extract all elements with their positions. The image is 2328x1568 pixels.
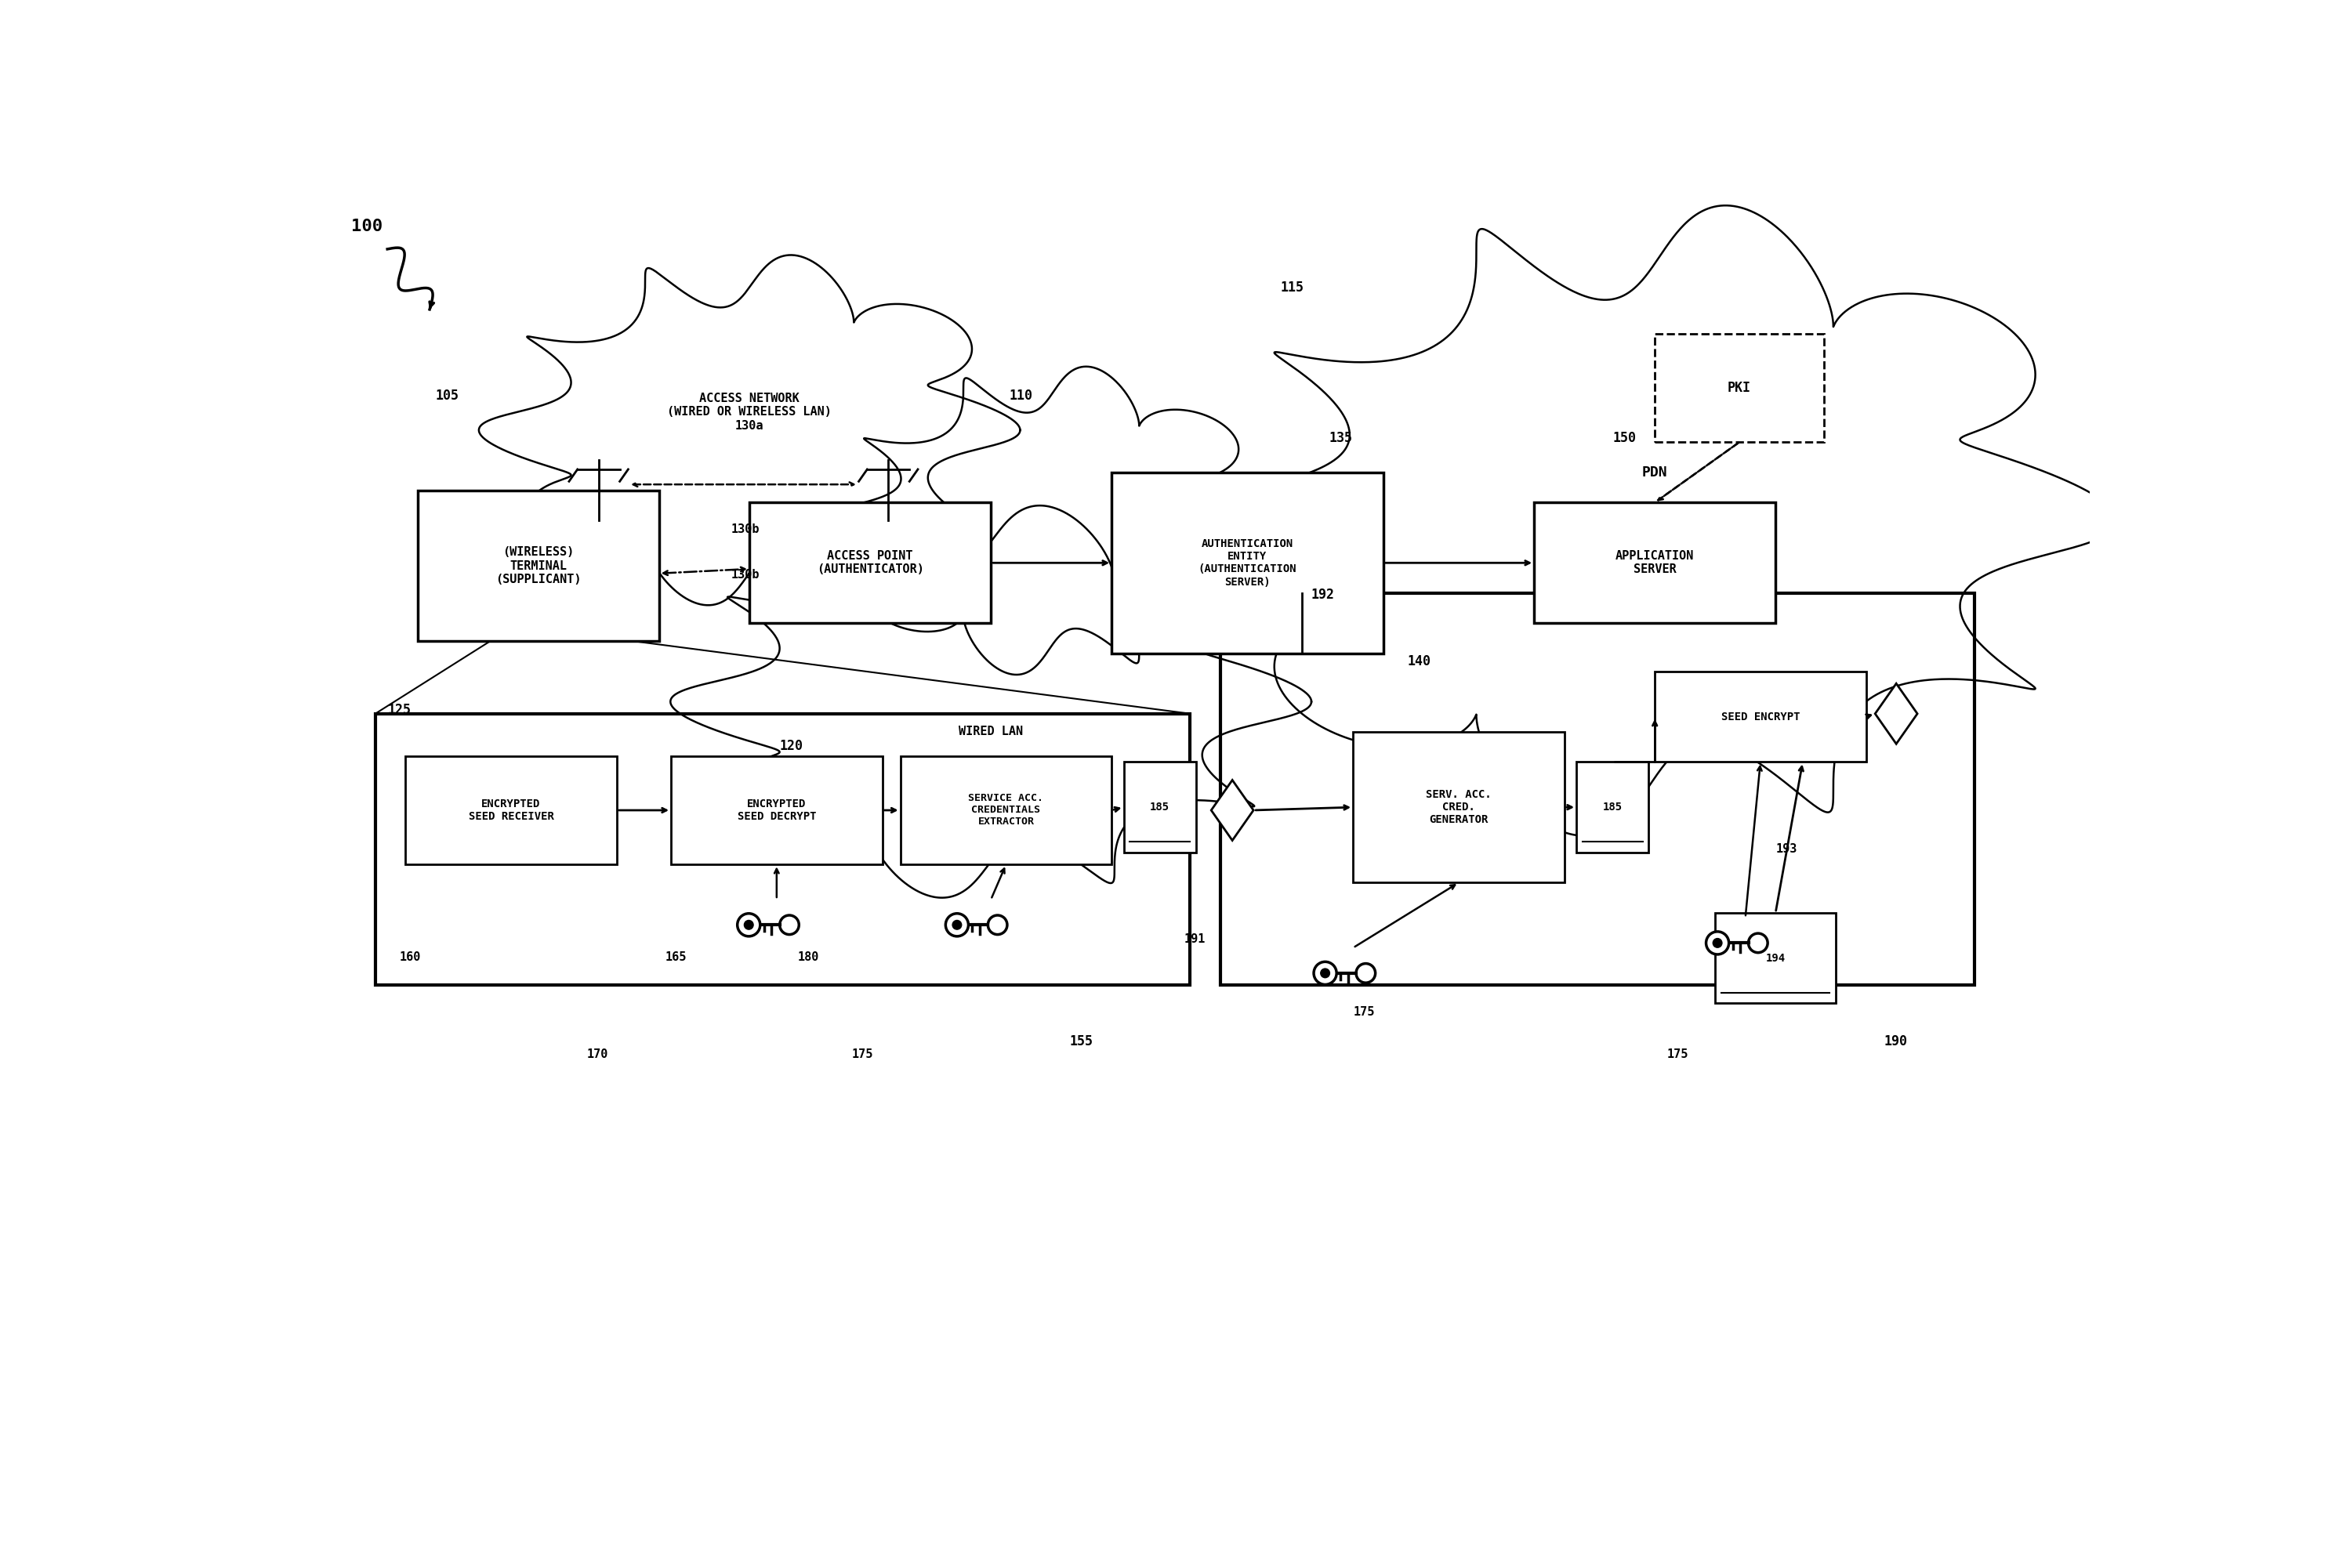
Text: 185: 185 — [1150, 801, 1169, 812]
FancyBboxPatch shape — [1655, 671, 1867, 762]
Text: 175: 175 — [852, 1049, 873, 1060]
Text: 120: 120 — [780, 739, 803, 753]
Text: 194: 194 — [1765, 953, 1786, 964]
Polygon shape — [670, 505, 1311, 898]
Circle shape — [745, 920, 754, 930]
Circle shape — [1313, 961, 1336, 985]
Text: 100: 100 — [352, 218, 382, 234]
Text: ENCRYPTED
SEED RECEIVER: ENCRYPTED SEED RECEIVER — [468, 798, 554, 822]
Text: 105: 105 — [435, 389, 459, 403]
Text: 185: 185 — [1602, 801, 1623, 812]
Text: 155: 155 — [1069, 1035, 1092, 1049]
Text: 191: 191 — [1185, 933, 1206, 946]
FancyBboxPatch shape — [1534, 502, 1776, 622]
FancyBboxPatch shape — [1353, 732, 1564, 883]
Text: 130b: 130b — [731, 524, 759, 535]
Polygon shape — [1874, 684, 1918, 743]
Polygon shape — [1211, 779, 1252, 840]
Text: 165: 165 — [666, 952, 687, 963]
FancyBboxPatch shape — [1124, 762, 1197, 853]
Circle shape — [780, 916, 799, 935]
Circle shape — [1357, 963, 1376, 983]
FancyBboxPatch shape — [1110, 472, 1383, 654]
FancyBboxPatch shape — [1655, 334, 1823, 442]
Text: 160: 160 — [400, 952, 421, 963]
Text: SEED ENCRYPT: SEED ENCRYPT — [1720, 712, 1800, 723]
FancyBboxPatch shape — [1716, 913, 1837, 1004]
Text: APPLICATION
SERVER: APPLICATION SERVER — [1616, 550, 1695, 575]
Text: (WIRELESS)
TERMINAL
(SUPPLICANT): (WIRELESS) TERMINAL (SUPPLICANT) — [496, 546, 582, 585]
FancyBboxPatch shape — [670, 756, 882, 864]
Circle shape — [1713, 938, 1723, 947]
Text: PKI: PKI — [1727, 381, 1751, 395]
Text: 193: 193 — [1776, 844, 1797, 855]
FancyBboxPatch shape — [1576, 762, 1648, 853]
Circle shape — [952, 920, 961, 930]
Text: 180: 180 — [799, 952, 819, 963]
Text: 110: 110 — [1008, 389, 1034, 403]
Text: 140: 140 — [1408, 654, 1432, 668]
Text: 192: 192 — [1311, 588, 1334, 602]
FancyBboxPatch shape — [901, 756, 1110, 864]
Text: SERV. ACC.
CRED.
GENERATOR: SERV. ACC. CRED. GENERATOR — [1425, 789, 1492, 825]
Text: 170: 170 — [587, 1049, 608, 1060]
Text: 115: 115 — [1280, 281, 1304, 295]
Circle shape — [987, 916, 1008, 935]
FancyBboxPatch shape — [750, 502, 992, 622]
Text: ACCESS NETWORK
(WIRED OR WIRELESS LAN)
130a: ACCESS NETWORK (WIRED OR WIRELESS LAN) 1… — [668, 392, 831, 431]
Text: ACCESS POINT
(AUTHENTICATOR): ACCESS POINT (AUTHENTICATOR) — [817, 550, 924, 575]
Text: ENCRYPTED
SEED DECRYPT: ENCRYPTED SEED DECRYPT — [738, 798, 817, 822]
Circle shape — [1748, 933, 1767, 953]
Text: 175: 175 — [1667, 1049, 1688, 1060]
Text: 135: 135 — [1329, 431, 1353, 445]
Text: 130b: 130b — [731, 569, 759, 580]
Text: 150: 150 — [1613, 431, 1637, 445]
Polygon shape — [480, 256, 1020, 605]
FancyBboxPatch shape — [417, 491, 659, 641]
Polygon shape — [1192, 205, 2118, 836]
Circle shape — [1706, 931, 1730, 955]
Polygon shape — [824, 367, 1278, 674]
Text: 190: 190 — [1883, 1035, 1907, 1049]
Text: 175: 175 — [1353, 1007, 1374, 1018]
Text: WIRED LAN: WIRED LAN — [959, 726, 1022, 737]
Circle shape — [738, 914, 761, 936]
FancyBboxPatch shape — [1220, 593, 1974, 985]
Text: AUTHENTICATION
ENTITY
(AUTHENTICATION
SERVER): AUTHENTICATION ENTITY (AUTHENTICATION SE… — [1199, 538, 1297, 588]
Circle shape — [945, 914, 968, 936]
FancyBboxPatch shape — [405, 756, 617, 864]
FancyBboxPatch shape — [375, 713, 1190, 985]
Text: PDN: PDN — [1641, 466, 1667, 480]
Text: 125: 125 — [386, 702, 410, 717]
Text: SERVICE ACC.
CREDENTIALS
EXTRACTOR: SERVICE ACC. CREDENTIALS EXTRACTOR — [968, 793, 1043, 826]
Circle shape — [1320, 969, 1329, 978]
